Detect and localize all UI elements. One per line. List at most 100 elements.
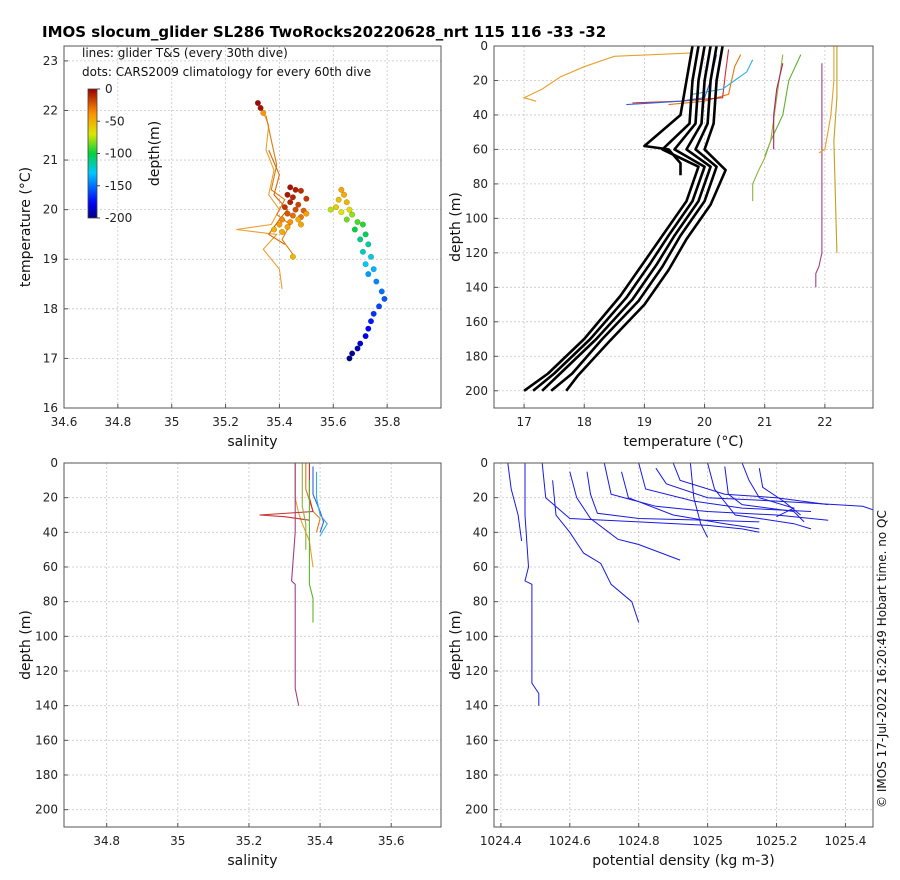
legend-dots-note: dots: CARS2009 climatology for every 60t… <box>82 65 371 79</box>
colorbar-tick-label: -200 <box>105 211 132 225</box>
climatology-dot <box>289 212 296 219</box>
glider-density-profile <box>586 471 760 523</box>
x-tick-label: 34.6 <box>51 415 78 429</box>
y-tick-label: 120 <box>465 246 488 260</box>
glider-temperature-profile <box>668 54 742 106</box>
glider-density-profile <box>569 471 681 561</box>
climatology-dot <box>254 100 261 107</box>
climatology-dot <box>297 187 304 194</box>
glider-ts-line <box>236 105 283 290</box>
climatology-dot <box>376 303 383 310</box>
climatology-dot <box>346 206 353 213</box>
climatology-temperature-profile <box>541 46 712 392</box>
y-axis-label: depth (m) <box>18 610 34 680</box>
x-tick-label: 34.8 <box>93 834 120 848</box>
climatology-dot <box>284 223 291 230</box>
glider-density-profile <box>524 463 540 706</box>
plot-area <box>522 46 838 392</box>
x-tick-label: 35.6 <box>320 415 347 429</box>
x-tick-label: 35.6 <box>378 834 405 848</box>
glider-density-profile <box>507 463 523 542</box>
x-tick-label: 35.2 <box>212 415 239 429</box>
y-tick-label: 120 <box>465 664 488 678</box>
climatology-dot <box>362 333 369 340</box>
climatology-dot <box>292 186 299 193</box>
glider-density-profile <box>552 480 640 623</box>
glider-temperature-profile <box>833 46 838 253</box>
x-tick-label: 35.8 <box>374 415 401 429</box>
glider-density-profile <box>672 463 829 506</box>
climatology-dot <box>257 104 264 111</box>
y-tick-label: 160 <box>465 315 488 329</box>
glider-density-profile <box>655 467 873 511</box>
y-tick-label: 140 <box>35 699 58 713</box>
climatology-dot <box>343 216 350 223</box>
climatology-dot <box>359 248 366 255</box>
climatology-dot <box>365 241 372 248</box>
climatology-dot <box>373 278 380 285</box>
x-tick-label: 21 <box>757 415 772 429</box>
climatology-dot <box>378 288 385 295</box>
glider-density-profile <box>603 463 829 521</box>
glider-density-profile <box>638 463 812 512</box>
glider-temperature-profile <box>818 46 835 154</box>
y-axis-label: temperature (°C) <box>18 167 34 287</box>
climatology-dot <box>289 253 296 260</box>
x-tick-label: 34.8 <box>104 415 131 429</box>
climatology-dot <box>332 204 339 211</box>
y-tick-label: 19 <box>43 252 58 266</box>
climatology-dot <box>295 201 302 208</box>
y-tick-label: 180 <box>465 349 488 363</box>
x-tick-label: 22 <box>817 415 832 429</box>
y-axis-label: depth (m) <box>448 610 464 680</box>
glider-salinity-profile <box>291 463 300 706</box>
climatology-dot <box>367 253 374 260</box>
climatology-dot <box>327 206 334 213</box>
climatology-temperature-profile <box>565 46 727 392</box>
glider-temperature-profile <box>692 59 754 95</box>
y-tick-label: 100 <box>465 629 488 643</box>
y-tick-label: 16 <box>43 401 58 415</box>
y-tick-label: 60 <box>43 560 58 574</box>
y-tick-label: 60 <box>473 560 488 574</box>
climatology-dot <box>346 355 353 362</box>
climatology-dot <box>370 310 377 317</box>
y-tick-label: 17 <box>43 351 58 365</box>
climatology-dot <box>362 261 369 268</box>
climatology-dot <box>303 210 310 217</box>
climatology-temperature-profile <box>523 46 700 392</box>
y-tick-label: 180 <box>35 768 58 782</box>
glider-density-profile <box>689 463 709 538</box>
plot-area <box>259 463 328 706</box>
climatology-dot <box>279 216 286 223</box>
x-axis-label: salinity <box>227 434 277 450</box>
climatology-dot <box>284 191 291 198</box>
x-tick-label: 35.4 <box>266 415 293 429</box>
climatology-dot <box>338 209 345 216</box>
panel-temperature-depth: 17 18 19 20 21 22 0 20 40 60 80 100 120 140 160 180 200 t… <box>448 39 874 450</box>
glider-temperature-profile <box>522 52 693 102</box>
climatology-dot <box>292 206 299 213</box>
glider-temperature-profile <box>773 63 784 150</box>
climatology-dot <box>338 186 345 193</box>
glider-density-profile <box>541 463 760 533</box>
y-tick-label: 100 <box>465 211 488 225</box>
y-tick-label: 23 <box>43 54 58 68</box>
axes-frame <box>63 45 442 409</box>
climatology-dot <box>341 191 348 198</box>
climatology-dot <box>367 318 374 325</box>
x-tick-label: 1024.8 <box>618 834 660 848</box>
climatology-dot <box>295 216 302 223</box>
y-tick-label: 20 <box>43 491 58 505</box>
climatology-dot <box>343 199 350 206</box>
glider-salinity-profile <box>308 480 314 623</box>
colorbar-tick-label: -50 <box>105 114 125 128</box>
climatology-dot <box>365 325 372 332</box>
climatology-dot <box>381 295 388 302</box>
climatology-temperature-profile <box>550 46 718 392</box>
x-tick-label: 35 <box>164 415 179 429</box>
climatology-dot <box>276 221 283 228</box>
colorbar-tick-label: -100 <box>105 147 132 161</box>
glider-temperature-profile <box>752 54 784 202</box>
